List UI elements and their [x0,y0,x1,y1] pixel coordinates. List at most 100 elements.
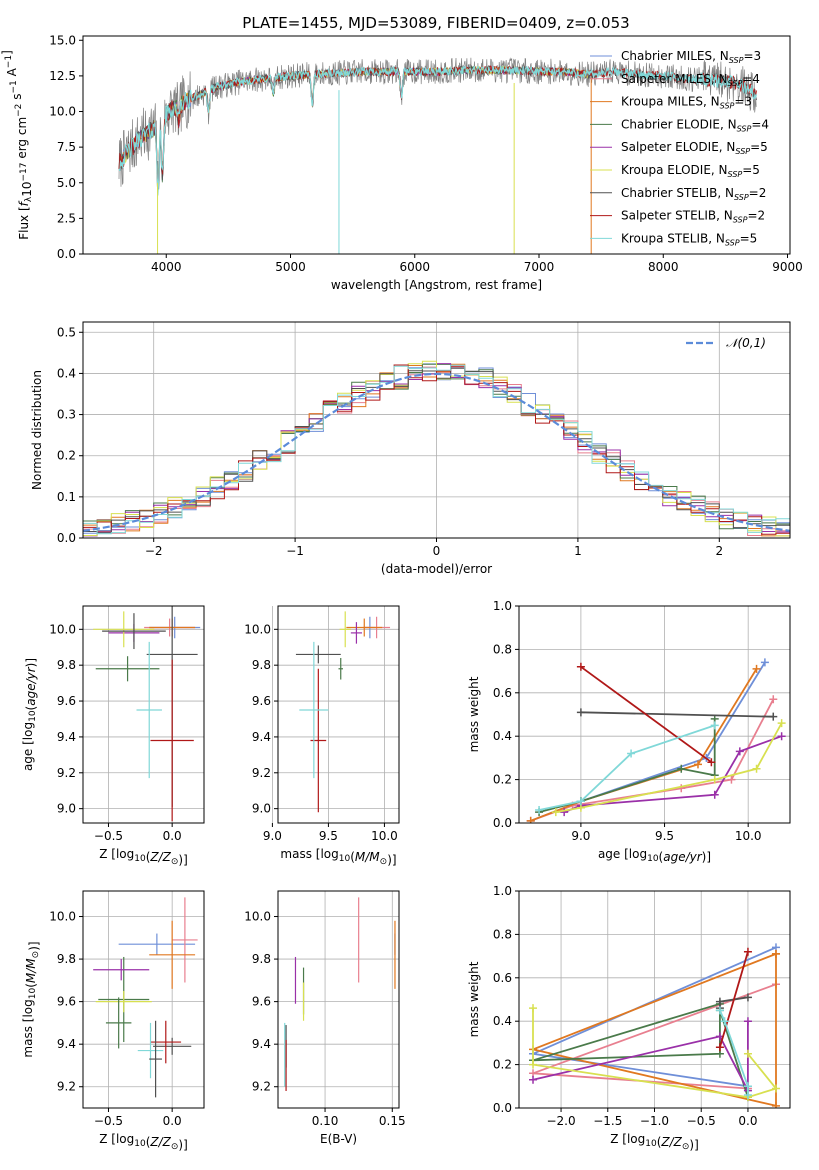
weight-vs-metallicity-panel: −2.0 −1.5 −1.0 −0.5 0.0 0.0 0.2 0.4 0.6 0.8 1.0 Z [… [467,884,791,1152]
age-vs-z-x-label: Z [log10(Z/Z⊙)] [99,847,188,867]
weight-vs-age-x-label: age [log10(age/yr)] [598,847,711,864]
weight-vs-age-y-label: mass weight [467,676,481,752]
legend-entry-kroupa_stelib: Kroupa STELIB, NSSP=5 [621,231,757,247]
weight-point [551,808,560,817]
y-tick-label: 0.2 [493,1058,512,1072]
mass-vs-metallicity-panel: −0.5 0.0 9.2 9.4 9.6 9.8 10.0 Z [log10(Z/Z⊙)] ma… [21,890,205,1152]
weight-vs-z-x-label: Z [log10(Z/Z⊙)] [610,1132,699,1152]
legend-entry-chabrier_miles: Chabrier MILES, NSSP=3 [621,49,761,65]
y-tick-label: 9.6 [252,995,271,1009]
x-tick-label: 9.5 [655,829,674,843]
weight-point [529,1075,538,1084]
x-tick-label: 9.5 [319,829,338,843]
y-tick-label: 12.5 [49,69,76,83]
model-spectrum-kroupa_miles [118,65,590,195]
x-tick-label: 0.15 [379,1114,406,1128]
spectrum-x-label: wavelength [Angstrom, rest frame] [331,278,542,292]
weight-point [529,1004,538,1013]
weight-point [576,708,585,717]
age-vs-mass-panel: 9.0 9.5 10.0 9.0 9.2 9.4 9.6 9.8 10.0 mass [log10… [244,605,400,867]
errorbar-chabrier_elodie [95,656,160,682]
y-tick-label: 15.0 [49,33,76,47]
y-tick-label: 0.5 [57,325,76,339]
weight-point [743,993,752,1002]
mass-vs-z-x-label: Z [log10(Z/Z⊙)] [99,1132,188,1152]
x-tick-label: −0.5 [94,1114,123,1128]
weight-point [771,1101,780,1108]
y-tick-label: 9.6 [57,694,76,708]
y-tick-label: 9.8 [57,658,76,672]
errorbar-kroupa_stelib [137,1022,164,1079]
y-tick-label: 7.5 [57,140,76,154]
weight-point [576,797,585,806]
gridlines [83,891,204,1108]
y-tick-label: 9.4 [57,1037,76,1051]
errorbar-salpeter_stelib [150,659,194,822]
legend-entry-salpeter_stelib: Salpeter STELIB, NSSP=2 [621,209,765,225]
weight-line-chabrier_stelib [580,711,774,718]
weight-line-kroupa_stelib [538,724,715,811]
weight-point [743,1017,752,1026]
axes-frame [82,321,791,539]
errorbar-chabrier_stelib [102,613,166,650]
weight-point [735,747,744,756]
axes-frame [82,35,791,255]
legend-entry-salpeter_miles: Salpeter MILES, NSSP=4 [621,72,760,88]
weight-point [752,764,761,773]
mass-vs-z-y-label: mass [log10(M/M⊙)] [21,941,41,1057]
errorbar-chabrier_stelib [295,645,341,664]
errorbar-chabrier_elodie [105,997,132,1049]
y-tick-label: 0.2 [493,773,512,787]
y-tick-label: 5.0 [57,176,76,190]
y-tick-label: 9.8 [57,952,76,966]
errorbar-salpeter_stelib [310,668,327,813]
y-tick-label: 10.0 [244,910,271,924]
errorbar-chabrier_elodie [338,658,343,680]
y-tick-label: 0.4 [493,729,512,743]
y-tick-label: 9.8 [252,952,271,966]
weight-line-kroupa_miles [530,668,758,822]
errorbars [93,606,201,822]
y-tick-label: 0.0 [57,531,76,545]
histograms [83,360,790,537]
x-tick-label: 4000 [151,260,182,274]
weight-point [710,775,719,784]
weight-point [710,721,719,730]
x-tick-label: 10.0 [735,829,762,843]
y-tick-label: 0.0 [493,816,512,830]
y-tick-label: 9.4 [252,1037,271,1051]
weight-point [707,758,716,767]
weight-point [760,658,769,667]
weight-point [743,1090,752,1099]
x-tick-label: 9.0 [263,829,282,843]
weight-point [715,1006,724,1015]
weight-point [752,664,761,673]
x-tick-label: −2.0 [546,1114,575,1128]
weight-lines [526,658,786,823]
y-tick-label: 9.4 [252,730,271,744]
y-tick-label: 0.8 [493,927,512,941]
y-tick-label: 10.0 [49,910,76,924]
errorbar-kroupa_stelib [136,641,162,779]
ticks: −2 −1 0 1 2 0.0 0.1 0.2 0.3 0.4 0.5 [57,325,723,558]
x-tick-label: −0.5 [94,829,123,843]
errorbar-kroupa_elodie [93,611,155,648]
axes-frame [277,605,400,824]
weight-point [777,732,786,741]
y-tick-label: 9.2 [57,1080,76,1094]
x-tick-label: 0 [433,544,441,558]
y-tick-label: 0.6 [493,686,512,700]
weight-point [771,1084,780,1093]
legend-entry-chabrier_stelib: Chabrier STELIB, NSSP=2 [621,186,766,202]
y-tick-label: 10.0 [244,622,271,636]
axes-frame [518,890,791,1109]
x-tick-label: −1.0 [640,1114,669,1128]
y-tick-label: 0.2 [57,449,76,463]
model-spectrum-chabrier_elodie [118,65,590,194]
y-tick-label: 9.4 [57,730,76,744]
weight-vs-age-panel: 9.0 9.5 10.0 0.0 0.2 0.4 0.6 0.8 1.0 age [log10(a… [467,599,791,864]
weight-point [560,808,569,817]
weight-point [720,1017,729,1026]
x-tick-label: −1.5 [593,1114,622,1128]
weight-lines [529,943,780,1108]
